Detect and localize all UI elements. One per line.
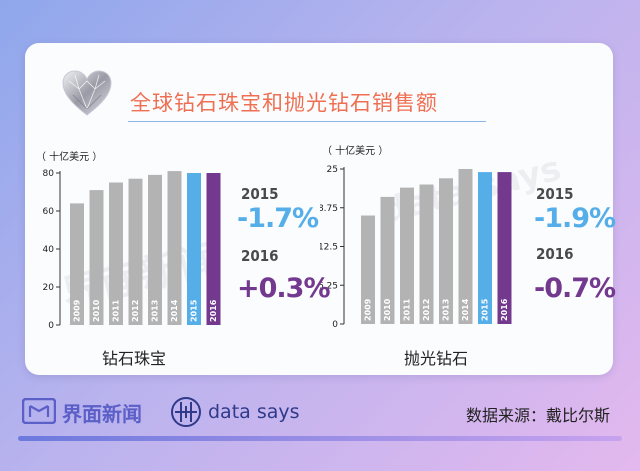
title-underline <box>128 121 486 122</box>
footer-data-says: data says <box>208 401 300 423</box>
bar-2010 <box>89 190 104 325</box>
polished-diamond-bar-chart: 25 18.75 12.5 6.25 0 2009 2010 2011 2012 2013 2014… <box>320 165 512 330</box>
y-tick-label: 0 <box>332 320 338 330</box>
y-tick-label: 60 <box>43 207 55 217</box>
footer-brand: 界面新闻 <box>62 402 142 426</box>
bar-2011 <box>109 182 123 325</box>
y-tick-label: 6.25 <box>320 281 338 291</box>
bar-label-2013: 2013 <box>442 299 451 321</box>
bar-label-2014: 2014 <box>170 299 179 322</box>
bar-label-2012: 2012 <box>422 299 431 321</box>
jewelry-chart-name: 钻石珠宝 <box>102 349 167 368</box>
bar-label-2015: 2015 <box>481 298 490 321</box>
bar-label-2012: 2012 <box>131 300 140 322</box>
bar-label-2011: 2011 <box>112 299 121 322</box>
bar-2014 <box>167 171 182 325</box>
polished-2016-label: 2016 <box>536 245 574 263</box>
bar-2016 <box>206 173 221 325</box>
bar-2015 <box>478 172 492 324</box>
jewelry-2016-change: +0.3% <box>237 273 331 304</box>
jiemian-logo-icon <box>22 398 56 424</box>
y-tick-label: 20 <box>43 283 55 293</box>
bar-label-2014: 2014 <box>461 298 470 321</box>
bar-label-2013: 2013 <box>151 300 160 322</box>
bar-label-2010: 2010 <box>383 298 392 321</box>
bar-label-2015: 2015 <box>190 299 199 322</box>
y-tick-label: 80 <box>43 169 55 179</box>
bar-label-2009: 2009 <box>73 299 82 322</box>
y-tick-label: 12.5 <box>320 243 338 253</box>
bar-2014 <box>458 169 473 324</box>
bar-2015 <box>187 173 201 325</box>
bar-2013 <box>148 174 162 325</box>
bar-2013 <box>439 178 453 324</box>
unit-label-left: （ 十亿美元 ） <box>36 152 103 163</box>
bar-label-2011: 2011 <box>403 298 412 321</box>
jewelry-2015-change: -1.7% <box>237 203 319 234</box>
bar-2016 <box>497 172 512 324</box>
unit-label-right: （ 十亿美元 ） <box>322 146 389 157</box>
y-tick-label: 40 <box>43 245 55 255</box>
bar-2012 <box>128 178 143 325</box>
bar-label-2009: 2009 <box>364 298 373 321</box>
chart-title: 全球钻石珠宝和抛光钻石销售额 <box>130 91 438 115</box>
footer-source: 数据来源：戴比尔斯 <box>465 406 610 425</box>
bar-2012 <box>419 184 434 324</box>
y-tick-label: 25 <box>327 165 338 175</box>
footer-accent-bar <box>18 436 622 441</box>
polished-2015-change: -1.9% <box>534 203 616 234</box>
bar-label-2016: 2016 <box>209 299 218 322</box>
polished-chart-name: 抛光钻石 <box>404 349 469 368</box>
data-says-icon <box>171 397 201 427</box>
bar-2009 <box>361 215 375 324</box>
jewelry-bar-chart: 80 60 40 20 0 2009 2010 2011 2012 2013 2014 2015 201… <box>43 169 221 331</box>
bar-2010 <box>380 196 395 324</box>
jewelry-2015-label: 2015 <box>241 185 279 203</box>
polished-2015-label: 2015 <box>536 185 574 203</box>
polished-2016-change: -0.7% <box>534 273 616 304</box>
heart-diamond-icon <box>62 70 112 116</box>
y-tick-label: 18.75 <box>320 204 338 214</box>
bar-2011 <box>400 187 414 324</box>
bar-label-2010: 2010 <box>92 299 101 322</box>
jewelry-2016-label: 2016 <box>241 247 279 265</box>
bar-label-2016: 2016 <box>500 298 509 321</box>
bar-2009 <box>70 203 84 325</box>
y-tick-label: 0 <box>48 321 54 331</box>
